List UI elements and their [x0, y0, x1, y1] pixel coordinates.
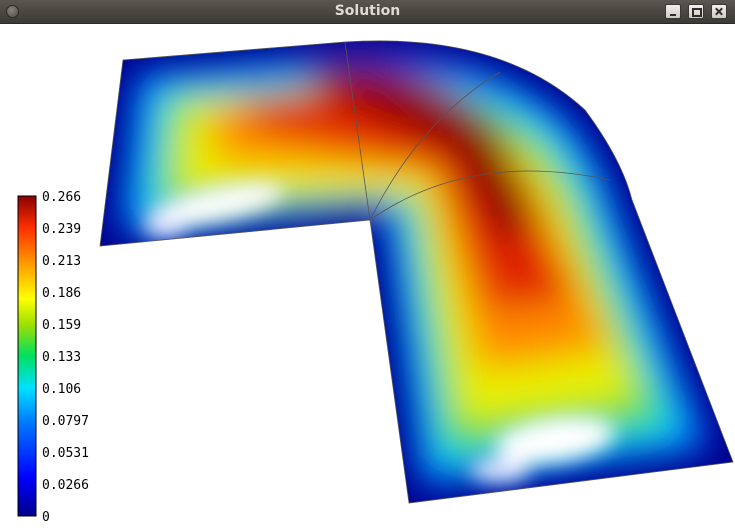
solution-plot-canvas[interactable]: 0.266 0.239 0.213 0.186 0.159 0.133 0.10… [0, 24, 735, 531]
window-title: Solution [334, 3, 401, 19]
close-button[interactable] [711, 4, 727, 19]
color-bar-ticks: 0.266 0.239 0.213 0.186 0.159 0.133 0.10… [42, 190, 89, 525]
mesh-lines [99, 40, 734, 504]
colorbar-tick-label: 0.106 [42, 382, 81, 397]
colorbar-tick-label: 0.0531 [42, 446, 89, 461]
window-menu-icon[interactable] [6, 5, 19, 18]
colorbar-tick-label: 0.0266 [42, 478, 89, 493]
colorbar-tick-label: 0.239 [42, 222, 81, 237]
colorbar-tick-label: 0 [42, 510, 50, 525]
color-bar-gradient [17, 195, 37, 517]
colorbar-tick-label: 0.213 [42, 254, 81, 269]
color-bar: 0.266 0.239 0.213 0.186 0.159 0.133 0.10… [17, 190, 89, 525]
colorbar-tick-label: 0.186 [42, 286, 81, 301]
colorbar-tick-label: 0.159 [42, 318, 81, 333]
title-bar[interactable]: Solution [0, 0, 735, 24]
maximize-button[interactable] [688, 4, 704, 19]
colorbar-tick-label: 0.266 [42, 190, 81, 205]
colorbar-tick-label: 0.0797 [42, 414, 89, 429]
solution-field [100, 40, 733, 503]
colorbar-tick-label: 0.133 [42, 350, 81, 365]
minimize-button[interactable] [665, 4, 681, 19]
